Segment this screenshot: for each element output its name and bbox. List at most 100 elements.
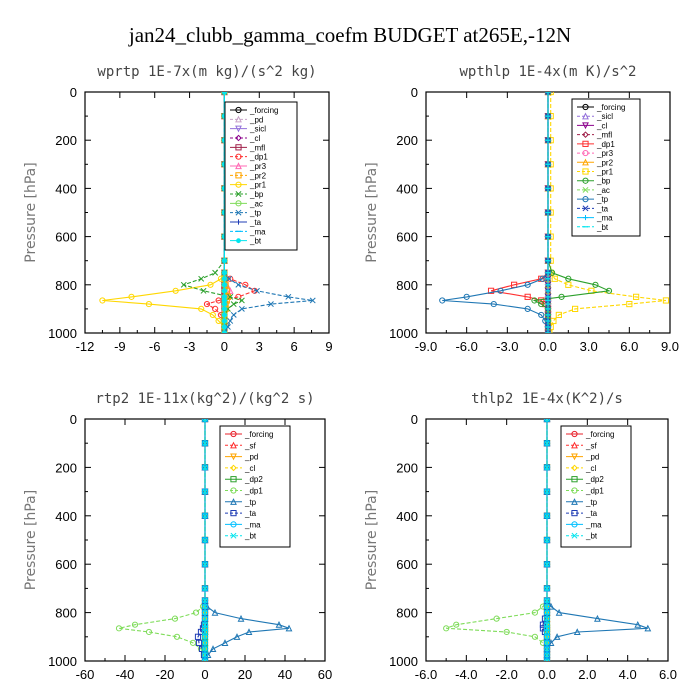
data-point	[503, 628, 510, 636]
data-point	[212, 305, 219, 312]
y-tick-label: 800	[396, 606, 418, 621]
legend-label: _pr2	[249, 171, 267, 180]
data-point	[209, 311, 216, 319]
x-tick-label: -6	[149, 339, 161, 354]
legend-label: _sicl	[596, 112, 613, 121]
data-point	[128, 293, 135, 300]
legend-marker	[235, 209, 242, 216]
x-tick-label: 0.0	[538, 667, 556, 682]
data-point	[275, 620, 283, 628]
chart-panels: wprtp 1E-7x(m kg)/(s^2 kg) Pressure [hPa]…	[23, 64, 679, 682]
data-point	[545, 92, 551, 95]
legend-label: _tp	[244, 498, 257, 507]
data-point	[565, 275, 572, 282]
legend-marker	[571, 453, 578, 461]
data-point	[202, 645, 208, 652]
data-point	[202, 561, 208, 568]
legend-marker	[235, 144, 242, 151]
data-point	[633, 293, 640, 300]
data-point	[202, 633, 208, 640]
data-point	[539, 603, 547, 610]
data-point	[553, 633, 561, 640]
data-point	[145, 300, 153, 308]
legend-label: _ta	[596, 204, 609, 213]
series-line-pr1	[102, 92, 225, 333]
data-point	[224, 324, 231, 330]
data-point	[195, 639, 203, 646]
data-point	[544, 645, 550, 652]
legend-marker	[230, 464, 237, 472]
data-point	[201, 585, 209, 592]
chart-panel-4: thlp2 1E-4x(K^2)/s Pressure [hPa] -6.0 -4.0…	[364, 391, 677, 682]
data-point	[209, 645, 217, 652]
legend-label: _forcing	[585, 430, 614, 439]
legend-label: _ma	[596, 214, 613, 223]
x-tick-label: -60	[76, 667, 95, 682]
figure-title: jan24_clubb_gamma_coefm BUDGET at265E,-1…	[128, 23, 571, 47]
data-point	[662, 297, 670, 304]
panel-title: rtp2 1E-11x(kg^2)/(kg^2 s)	[95, 391, 314, 407]
legend-label: _dp1	[244, 487, 263, 496]
y-tick-label: 1000	[48, 654, 77, 669]
legend-marker	[582, 186, 589, 193]
x-tick-label: 6	[291, 339, 298, 354]
data-point	[544, 609, 550, 616]
data-point	[222, 301, 227, 307]
y-tick-label: 600	[396, 557, 418, 572]
legend-label: _ac	[596, 186, 610, 195]
x-tick-label: -9	[114, 339, 126, 354]
data-point	[222, 298, 227, 303]
data-point	[202, 537, 208, 543]
legend-label: _tp	[596, 195, 609, 204]
y-tick-label: 600	[396, 230, 418, 245]
series-line-dp1	[490, 92, 549, 333]
legend-label: _pd	[249, 115, 263, 124]
panel-title: wpthlp 1E-4x(m K)/s^2	[459, 64, 636, 80]
chart-panel-1: wprtp 1E-7x(m kg)/(s^2 kg) Pressure [hPa]…	[23, 64, 333, 354]
chart-panel-3: rtp2 1E-11x(kg^2)/(kg^2 s) Pressure [hPa]…	[23, 391, 332, 682]
legend-marker	[582, 140, 589, 147]
legend-marker	[235, 200, 242, 207]
data-point	[443, 625, 450, 632]
data-point	[222, 276, 227, 282]
data-point	[173, 633, 181, 640]
legend-label: _dp1	[596, 140, 615, 149]
data-point	[543, 657, 551, 661]
data-point	[189, 639, 197, 646]
data-point	[201, 645, 209, 653]
y-tick-label: 600	[55, 557, 77, 572]
data-point	[201, 609, 209, 616]
legend-marker	[235, 219, 242, 225]
data-point	[202, 512, 208, 519]
legend-marker	[571, 532, 578, 539]
legend-label: _dp2	[585, 475, 604, 484]
data-point	[524, 293, 531, 300]
legend-label: _ma	[585, 520, 602, 529]
data-point	[524, 281, 531, 288]
legend-marker	[235, 191, 242, 197]
legend-marker	[571, 430, 578, 438]
data-point	[285, 293, 292, 300]
data-point	[192, 609, 200, 616]
legend-label: _ta	[585, 509, 598, 518]
series-line-pr1	[548, 92, 666, 333]
data-point	[543, 603, 551, 610]
data-point	[222, 92, 227, 95]
data-point	[202, 419, 208, 422]
series-line-dp1	[205, 92, 256, 333]
legend-label: _sf	[244, 441, 256, 450]
legend-label: _pr1	[249, 181, 267, 190]
legend-marker	[230, 430, 237, 438]
legend-marker	[582, 205, 589, 212]
data-point	[201, 657, 209, 661]
legend-marker	[230, 521, 237, 528]
legend-marker	[582, 112, 589, 120]
legend-label: _pd	[585, 453, 599, 462]
data-point	[235, 281, 242, 288]
series-group	[115, 419, 293, 661]
legend-label: _tp	[249, 209, 262, 218]
data-point	[573, 628, 581, 636]
x-tick-label: 0	[221, 339, 228, 354]
legend: _forcing _sf _pd _cl _dp2 _dp1 _tp _ta _ma _bt	[560, 425, 632, 548]
legend-marker	[571, 498, 578, 505]
